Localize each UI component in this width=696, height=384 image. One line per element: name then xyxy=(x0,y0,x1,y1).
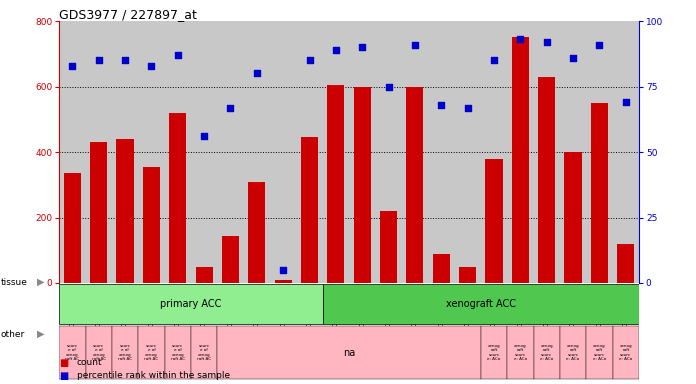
Text: xenog
raft
sourc
e: ACo: xenog raft sourc e: ACo xyxy=(567,344,580,361)
Text: na: na xyxy=(343,348,355,358)
Point xyxy=(278,267,289,273)
Point xyxy=(67,63,78,69)
Text: ▶: ▶ xyxy=(37,277,45,287)
Point xyxy=(331,47,342,53)
Text: other: other xyxy=(1,329,25,339)
Bar xyxy=(139,326,164,379)
Text: xenog
raft
sourc
e: ACo: xenog raft sourc e: ACo xyxy=(619,344,633,361)
Bar xyxy=(538,77,555,283)
Point xyxy=(172,52,183,58)
Bar xyxy=(612,326,639,379)
Text: GDS3977 / 227897_at: GDS3977 / 227897_at xyxy=(59,8,197,21)
Point xyxy=(515,36,526,43)
Point xyxy=(120,57,131,63)
Text: xenog
raft
sourc
e: ACo: xenog raft sourc e: ACo xyxy=(540,344,553,361)
Bar xyxy=(512,38,529,283)
Point xyxy=(383,83,394,89)
Bar xyxy=(591,103,608,283)
Text: xenog
raft
sourc
e: ACo: xenog raft sourc e: ACo xyxy=(514,344,527,361)
Bar xyxy=(560,326,586,379)
Bar xyxy=(196,266,213,283)
Bar xyxy=(323,284,639,324)
Text: ■: ■ xyxy=(59,358,68,368)
Bar xyxy=(617,244,634,283)
Text: sourc
e of
xenog
raft AC: sourc e of xenog raft AC xyxy=(197,344,211,361)
Text: ■: ■ xyxy=(59,371,68,381)
Bar xyxy=(217,326,481,379)
Bar xyxy=(275,280,292,283)
Text: sourc
e of
xenog
raft AC: sourc e of xenog raft AC xyxy=(92,344,106,361)
Bar xyxy=(534,326,560,379)
Bar xyxy=(354,86,371,283)
Point xyxy=(251,70,262,76)
Bar xyxy=(222,235,239,283)
Point xyxy=(567,55,578,61)
Bar xyxy=(86,326,112,379)
Point xyxy=(356,44,367,50)
Text: xenog
raft
sourc
e: ACo: xenog raft sourc e: ACo xyxy=(593,344,606,361)
Point xyxy=(541,39,552,45)
Bar xyxy=(380,211,397,283)
Point xyxy=(436,102,447,108)
Bar xyxy=(64,173,81,283)
Point xyxy=(146,63,157,69)
Bar xyxy=(485,159,503,283)
Bar xyxy=(248,182,265,283)
Text: xenog
raft
sourc
e: ACo: xenog raft sourc e: ACo xyxy=(487,344,500,361)
Text: primary ACC: primary ACC xyxy=(160,299,221,309)
Bar xyxy=(564,152,582,283)
Point xyxy=(198,133,209,139)
Bar xyxy=(90,142,107,283)
Bar xyxy=(459,266,476,283)
Bar xyxy=(507,326,534,379)
Point xyxy=(489,57,500,63)
Text: sourc
e of
xenog
raft AC: sourc e of xenog raft AC xyxy=(118,344,132,361)
Point xyxy=(304,57,315,63)
Text: xenograft ACC: xenograft ACC xyxy=(446,299,516,309)
Bar xyxy=(301,137,318,283)
Text: count: count xyxy=(77,358,102,367)
Point xyxy=(594,41,605,48)
Bar xyxy=(586,326,612,379)
Text: sourc
e of
xenog
raft AC: sourc e of xenog raft AC xyxy=(65,344,79,361)
Point xyxy=(462,104,473,111)
Point xyxy=(93,57,104,63)
Bar xyxy=(143,167,160,283)
Bar xyxy=(59,326,86,379)
Bar xyxy=(406,86,423,283)
Bar xyxy=(59,284,323,324)
Bar xyxy=(481,326,507,379)
Bar xyxy=(191,326,217,379)
Bar xyxy=(116,139,134,283)
Bar xyxy=(164,326,191,379)
Text: tissue: tissue xyxy=(1,278,28,287)
Text: sourc
e of
xenog
raft AC: sourc e of xenog raft AC xyxy=(144,344,159,361)
Text: percentile rank within the sample: percentile rank within the sample xyxy=(77,371,230,380)
Bar xyxy=(112,326,139,379)
Bar xyxy=(169,113,187,283)
Bar xyxy=(327,85,345,283)
Text: ▶: ▶ xyxy=(37,329,45,339)
Point xyxy=(225,104,236,111)
Bar xyxy=(433,253,450,283)
Text: sourc
e of
xenog
raft AC: sourc e of xenog raft AC xyxy=(171,344,185,361)
Point xyxy=(409,41,420,48)
Point xyxy=(620,99,631,105)
